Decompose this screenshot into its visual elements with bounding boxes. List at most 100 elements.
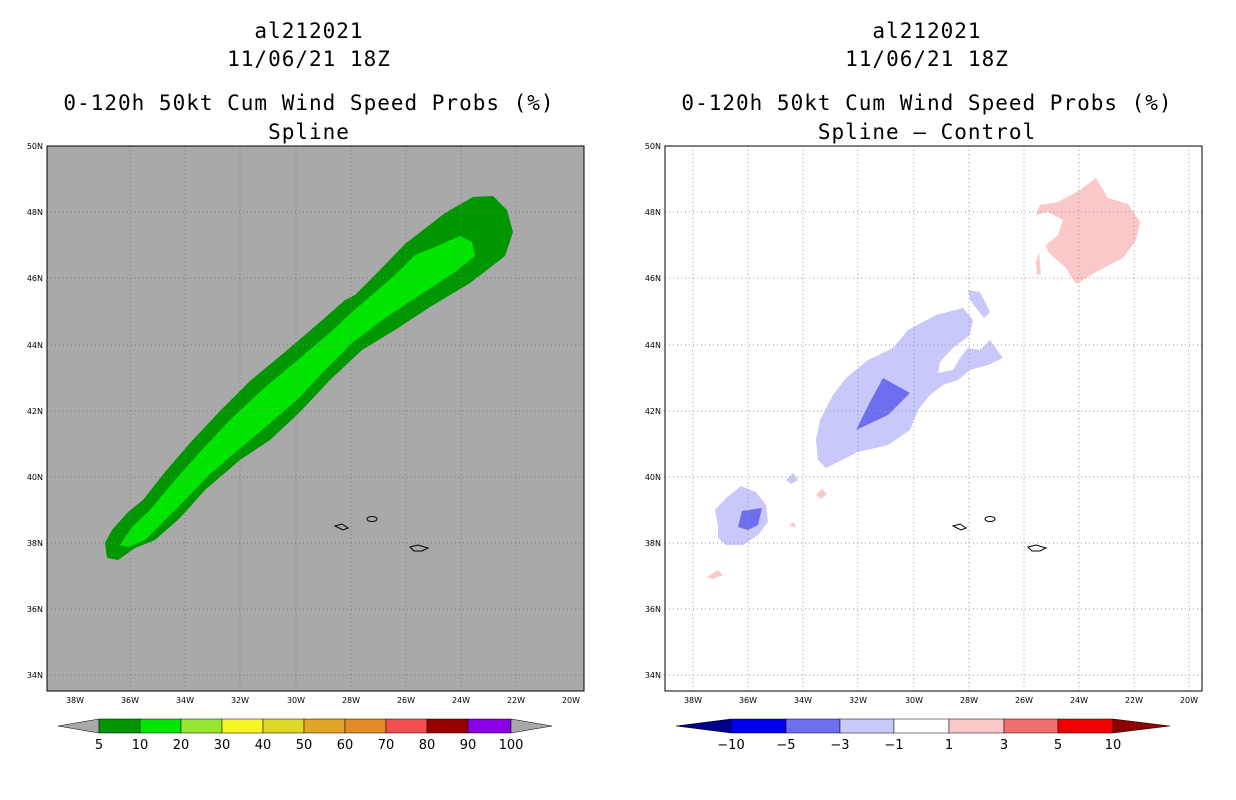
lon-label: 22W xyxy=(1125,696,1143,705)
colorbar-high-arrow xyxy=(510,718,553,734)
colorbar-swatch xyxy=(839,718,895,734)
lat-label: 40N xyxy=(645,473,661,482)
lon-label: 20W xyxy=(1180,696,1198,705)
lat-label: 36N xyxy=(645,605,661,614)
lon-label: 32W xyxy=(231,696,249,705)
colorbar-label: 50 xyxy=(296,738,313,753)
colorbar-label: 60 xyxy=(337,738,354,753)
colorbar-label: 20 xyxy=(173,738,190,753)
left-colorbar: 5 10 20 30 40 50 60 70 80 90 100 xyxy=(57,718,553,753)
lon-label: 30W xyxy=(905,696,923,705)
colorbar-label: 10 xyxy=(1105,738,1122,753)
colorbar-low-arrow xyxy=(57,718,100,734)
lat-labels: 50N 48N 46N 44N 42N 40N 38N 36N 34N xyxy=(645,142,661,680)
lon-label: 32W xyxy=(849,696,867,705)
colorbar-label: −3 xyxy=(830,738,849,753)
subtitle: Spline – Control xyxy=(817,120,1037,144)
lat-label: 38N xyxy=(27,539,43,548)
lon-label: 38W xyxy=(684,696,702,705)
diff-contour-neg-3-5 xyxy=(856,378,910,430)
product-title: 0-120h 50kt Cum Wind Speed Probs (%) xyxy=(63,91,555,115)
colorbar-swatch xyxy=(730,718,787,734)
lon-label: 36W xyxy=(739,696,757,705)
datetime-title: 11/06/21 18Z xyxy=(227,47,391,71)
colorbar-label: 3 xyxy=(1000,738,1008,753)
lon-label: 38W xyxy=(66,696,84,705)
diff-contour-pos-1-3-small xyxy=(1036,252,1041,275)
colorbar-low-arrow xyxy=(675,718,732,734)
diff-contour-neg-3-5-tail xyxy=(738,508,762,530)
prob-contour-10-20 xyxy=(120,236,475,547)
lon-label: 20W xyxy=(562,696,580,705)
lon-labels: 38W 36W 34W 32W 30W 28W 26W 24W 22W 20W xyxy=(684,696,1198,705)
colorbar-swatch xyxy=(98,718,141,734)
lat-label: 40N xyxy=(27,473,43,482)
lat-labels: 50N 48N 46N 44N 42N 40N 38N 36N 34N xyxy=(27,142,43,680)
colorbar-swatch xyxy=(221,718,264,734)
colorbar-label: 100 xyxy=(499,738,524,753)
colorbar-swatch xyxy=(1057,718,1114,734)
lat-label: 44N xyxy=(27,341,43,350)
diff-contour-neg-1-3-small xyxy=(968,290,990,318)
lat-label: 34N xyxy=(645,671,661,680)
right-colorbar: −10 −5 −3 −1 1 3 5 10 xyxy=(675,718,1171,753)
graticule xyxy=(47,146,584,691)
colorbar-swatch xyxy=(893,718,950,734)
colorbar-label: 80 xyxy=(419,738,436,753)
lat-label: 48N xyxy=(645,208,661,217)
colorbar-swatch xyxy=(385,718,428,734)
lon-labels: 38W 36W 34W 32W 30W 28W 26W 24W 22W 20W xyxy=(66,696,580,705)
storm-id-title: al212021 xyxy=(872,19,982,43)
lat-label: 38N xyxy=(645,539,661,548)
lon-label: 22W xyxy=(507,696,525,705)
colorbar-label: 30 xyxy=(214,738,231,753)
lon-label: 26W xyxy=(397,696,415,705)
lon-label: 24W xyxy=(1070,696,1088,705)
lat-label: 34N xyxy=(27,671,43,680)
graticule xyxy=(665,146,1202,691)
datetime-title: 11/06/21 18Z xyxy=(845,47,1009,71)
lat-label: 50N xyxy=(645,142,661,151)
colorbar-swatch xyxy=(948,718,1005,734)
lon-label: 28W xyxy=(342,696,360,705)
lon-label: 34W xyxy=(176,696,194,705)
lon-label: 30W xyxy=(287,696,305,705)
colorbar-swatch xyxy=(785,718,841,734)
right-map-panel: al212021 11/06/21 18Z 0-120h 50kt Cum Wi… xyxy=(618,0,1236,800)
lat-label: 46N xyxy=(645,274,661,283)
colorbar-label: 5 xyxy=(95,738,103,753)
colorbar-label: 40 xyxy=(255,738,272,753)
colorbar-swatch xyxy=(303,718,346,734)
colorbar-swatch xyxy=(344,718,387,734)
left-map-svg: 50N 48N 46N 44N 42N 40N 38N 36N 34N 38W … xyxy=(27,142,585,753)
diff-contour-neg-1-3-dot xyxy=(786,473,798,484)
colorbar-label: 70 xyxy=(378,738,395,753)
colorbar-label: 90 xyxy=(460,738,477,753)
diff-contour-neg-1-3 xyxy=(816,308,1003,468)
lat-label: 42N xyxy=(645,407,661,416)
left-map-panel: al212021 11/06/21 18Z 0-120h 50kt Cum Wi… xyxy=(27,19,585,753)
colorbar-swatch xyxy=(180,718,223,734)
colorbar-label: 1 xyxy=(945,738,953,753)
subtitle: Spline xyxy=(268,120,350,144)
diff-contour-pos-1-3 xyxy=(1036,178,1140,284)
lat-label: 50N xyxy=(27,142,43,151)
colorbar-label: −5 xyxy=(776,738,795,753)
lat-label: 42N xyxy=(27,407,43,416)
lon-label: 34W xyxy=(794,696,812,705)
lon-label: 28W xyxy=(960,696,978,705)
azores-islands xyxy=(951,516,1048,552)
colorbar-swatch xyxy=(139,718,182,734)
colorbar-swatch xyxy=(426,718,469,734)
diff-contour-pos-1-3-dot-c xyxy=(707,570,723,579)
colorbar-swatch xyxy=(262,718,305,734)
colorbar-label: 5 xyxy=(1054,738,1062,753)
diff-contour-pos-1-3-dot-b xyxy=(789,522,796,528)
product-title: 0-120h 50kt Cum Wind Speed Probs (%) xyxy=(681,91,1173,115)
lon-label: 36W xyxy=(121,696,139,705)
right-map-svg: 50N 48N 46N 44N 42N 40N 38N 36N 34N 38W … xyxy=(645,142,1203,753)
lat-label: 36N xyxy=(27,605,43,614)
colorbar-high-arrow xyxy=(1112,718,1171,734)
colorbar-label: −10 xyxy=(717,738,744,753)
colorbar-swatch xyxy=(467,718,512,734)
